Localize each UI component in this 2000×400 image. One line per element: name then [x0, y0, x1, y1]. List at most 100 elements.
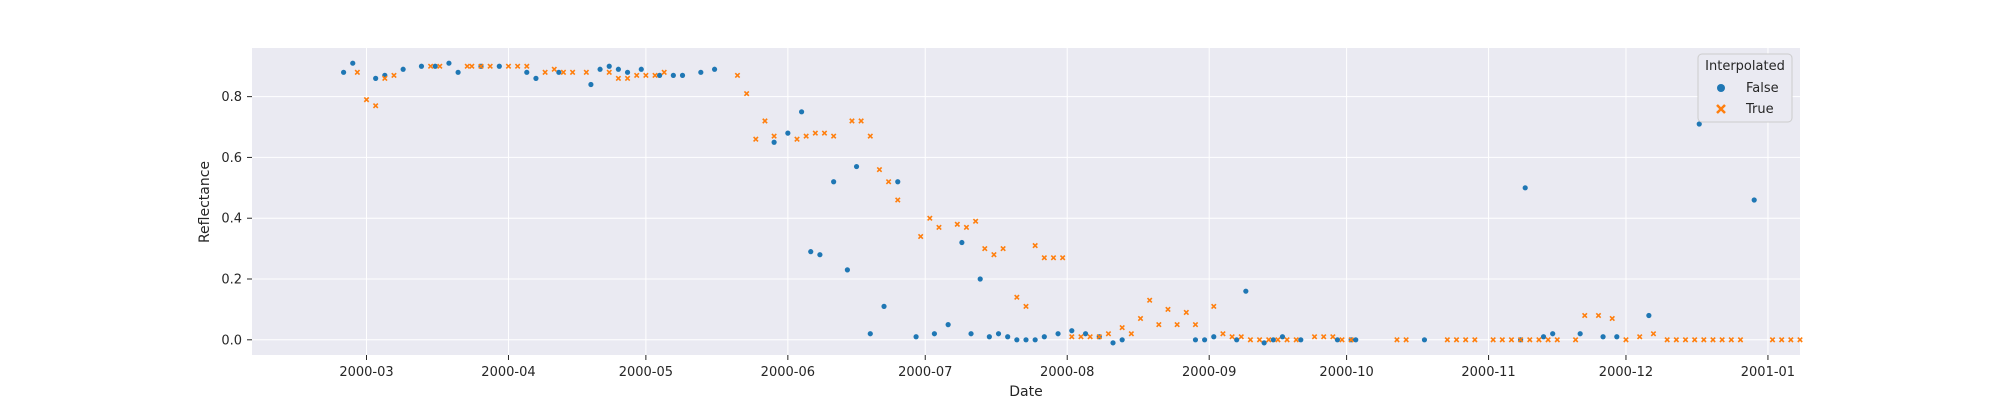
point-true	[743, 90, 750, 97]
point-true	[1554, 337, 1561, 343]
point-false	[1005, 334, 1011, 340]
point-false	[1023, 337, 1029, 343]
point-true	[583, 69, 590, 76]
point-false	[1751, 197, 1757, 203]
point-true	[1096, 333, 1103, 340]
y-tick-label: 0.4	[221, 212, 242, 227]
point-false	[945, 322, 951, 328]
point-true	[917, 233, 924, 240]
point-true	[1650, 330, 1657, 337]
point-true	[1572, 337, 1579, 343]
point-true	[1247, 337, 1254, 343]
point-false	[418, 63, 425, 69]
point-true	[643, 72, 649, 79]
point-true	[830, 133, 837, 139]
point-true	[1275, 337, 1281, 343]
point-true	[753, 136, 759, 142]
point-false	[556, 69, 562, 75]
point-false	[785, 130, 791, 136]
point-true	[867, 133, 874, 139]
point-true	[542, 69, 548, 76]
point-true	[1778, 337, 1785, 343]
point-false	[1069, 328, 1075, 334]
point-true	[551, 66, 558, 73]
x-tick-label: 2000-11	[1461, 365, 1515, 380]
point-true	[1545, 337, 1551, 343]
point-false	[1202, 337, 1208, 343]
y-tick-label: 0.2	[221, 273, 242, 288]
legend-title: Interpolated	[1705, 59, 1785, 74]
point-false	[808, 249, 814, 255]
point-true	[972, 218, 979, 225]
point-true	[1499, 337, 1506, 343]
point-true	[794, 136, 800, 142]
point-true	[963, 224, 970, 231]
point-true	[849, 118, 855, 124]
point-true	[514, 63, 521, 70]
x-tick-label: 2000-09	[1182, 365, 1236, 380]
y-axis-ticks: 0.0 0.2 0.4 0.6 0.8	[221, 90, 252, 348]
legend-box	[1697, 53, 1793, 123]
point-true	[1737, 337, 1744, 343]
point-false	[844, 267, 850, 273]
point-true	[1444, 337, 1451, 343]
x-tick-label: 2000-12	[1599, 365, 1653, 380]
point-false	[1211, 334, 1217, 340]
y-tick-label: 0.8	[221, 90, 242, 105]
point-false	[1577, 331, 1583, 337]
point-true	[1636, 333, 1643, 340]
y-tick-label: 0.6	[221, 151, 242, 166]
point-true	[1229, 333, 1235, 340]
point-true	[382, 75, 388, 82]
point-true	[1728, 337, 1735, 343]
point-true	[1119, 324, 1125, 331]
point-true	[1183, 309, 1190, 316]
legend: Interpolated False True	[1697, 53, 1793, 123]
point-false	[711, 66, 718, 72]
point-true	[464, 63, 471, 70]
point-false	[968, 331, 974, 337]
point-true	[1023, 303, 1029, 310]
point-true	[524, 63, 530, 70]
point-true	[624, 75, 631, 82]
point-true	[1673, 337, 1680, 343]
point-true	[803, 133, 809, 139]
point-false	[340, 69, 347, 75]
x-tick-label: 2000-04	[481, 365, 535, 380]
point-false	[817, 252, 823, 258]
point-true	[876, 166, 883, 173]
point-true	[762, 118, 768, 124]
point-true	[1719, 337, 1725, 343]
point-false	[913, 334, 919, 340]
point-false	[679, 72, 686, 78]
x-axis-ticks: 2000-03 2000-04 2000-05 2000-06 2000-07 2000-…	[339, 355, 1795, 380]
point-false	[1298, 337, 1304, 343]
point-false	[1334, 337, 1341, 343]
point-true	[1527, 337, 1533, 343]
x-tick-label: 2000-10	[1319, 365, 1373, 380]
legend-label-true: True	[1745, 102, 1774, 117]
point-false	[798, 109, 805, 115]
point-true	[487, 63, 493, 70]
point-true	[1078, 333, 1084, 340]
point-false	[1279, 334, 1286, 340]
point-true	[1348, 337, 1354, 343]
point-false	[1234, 337, 1240, 343]
point-true	[1128, 330, 1135, 337]
point-false	[867, 331, 873, 337]
point-true	[1146, 297, 1153, 304]
point-true	[478, 63, 484, 70]
point-true	[1069, 333, 1075, 340]
point-true	[1137, 315, 1144, 322]
point-true	[1174, 321, 1180, 328]
point-true	[469, 63, 475, 70]
point-true	[1664, 337, 1670, 343]
point-true	[1581, 312, 1588, 319]
point-true	[1256, 337, 1263, 343]
point-true	[1311, 333, 1318, 340]
point-true	[1609, 315, 1615, 322]
point-true	[858, 118, 864, 124]
points-layer	[340, 60, 1803, 346]
point-false	[432, 63, 438, 69]
